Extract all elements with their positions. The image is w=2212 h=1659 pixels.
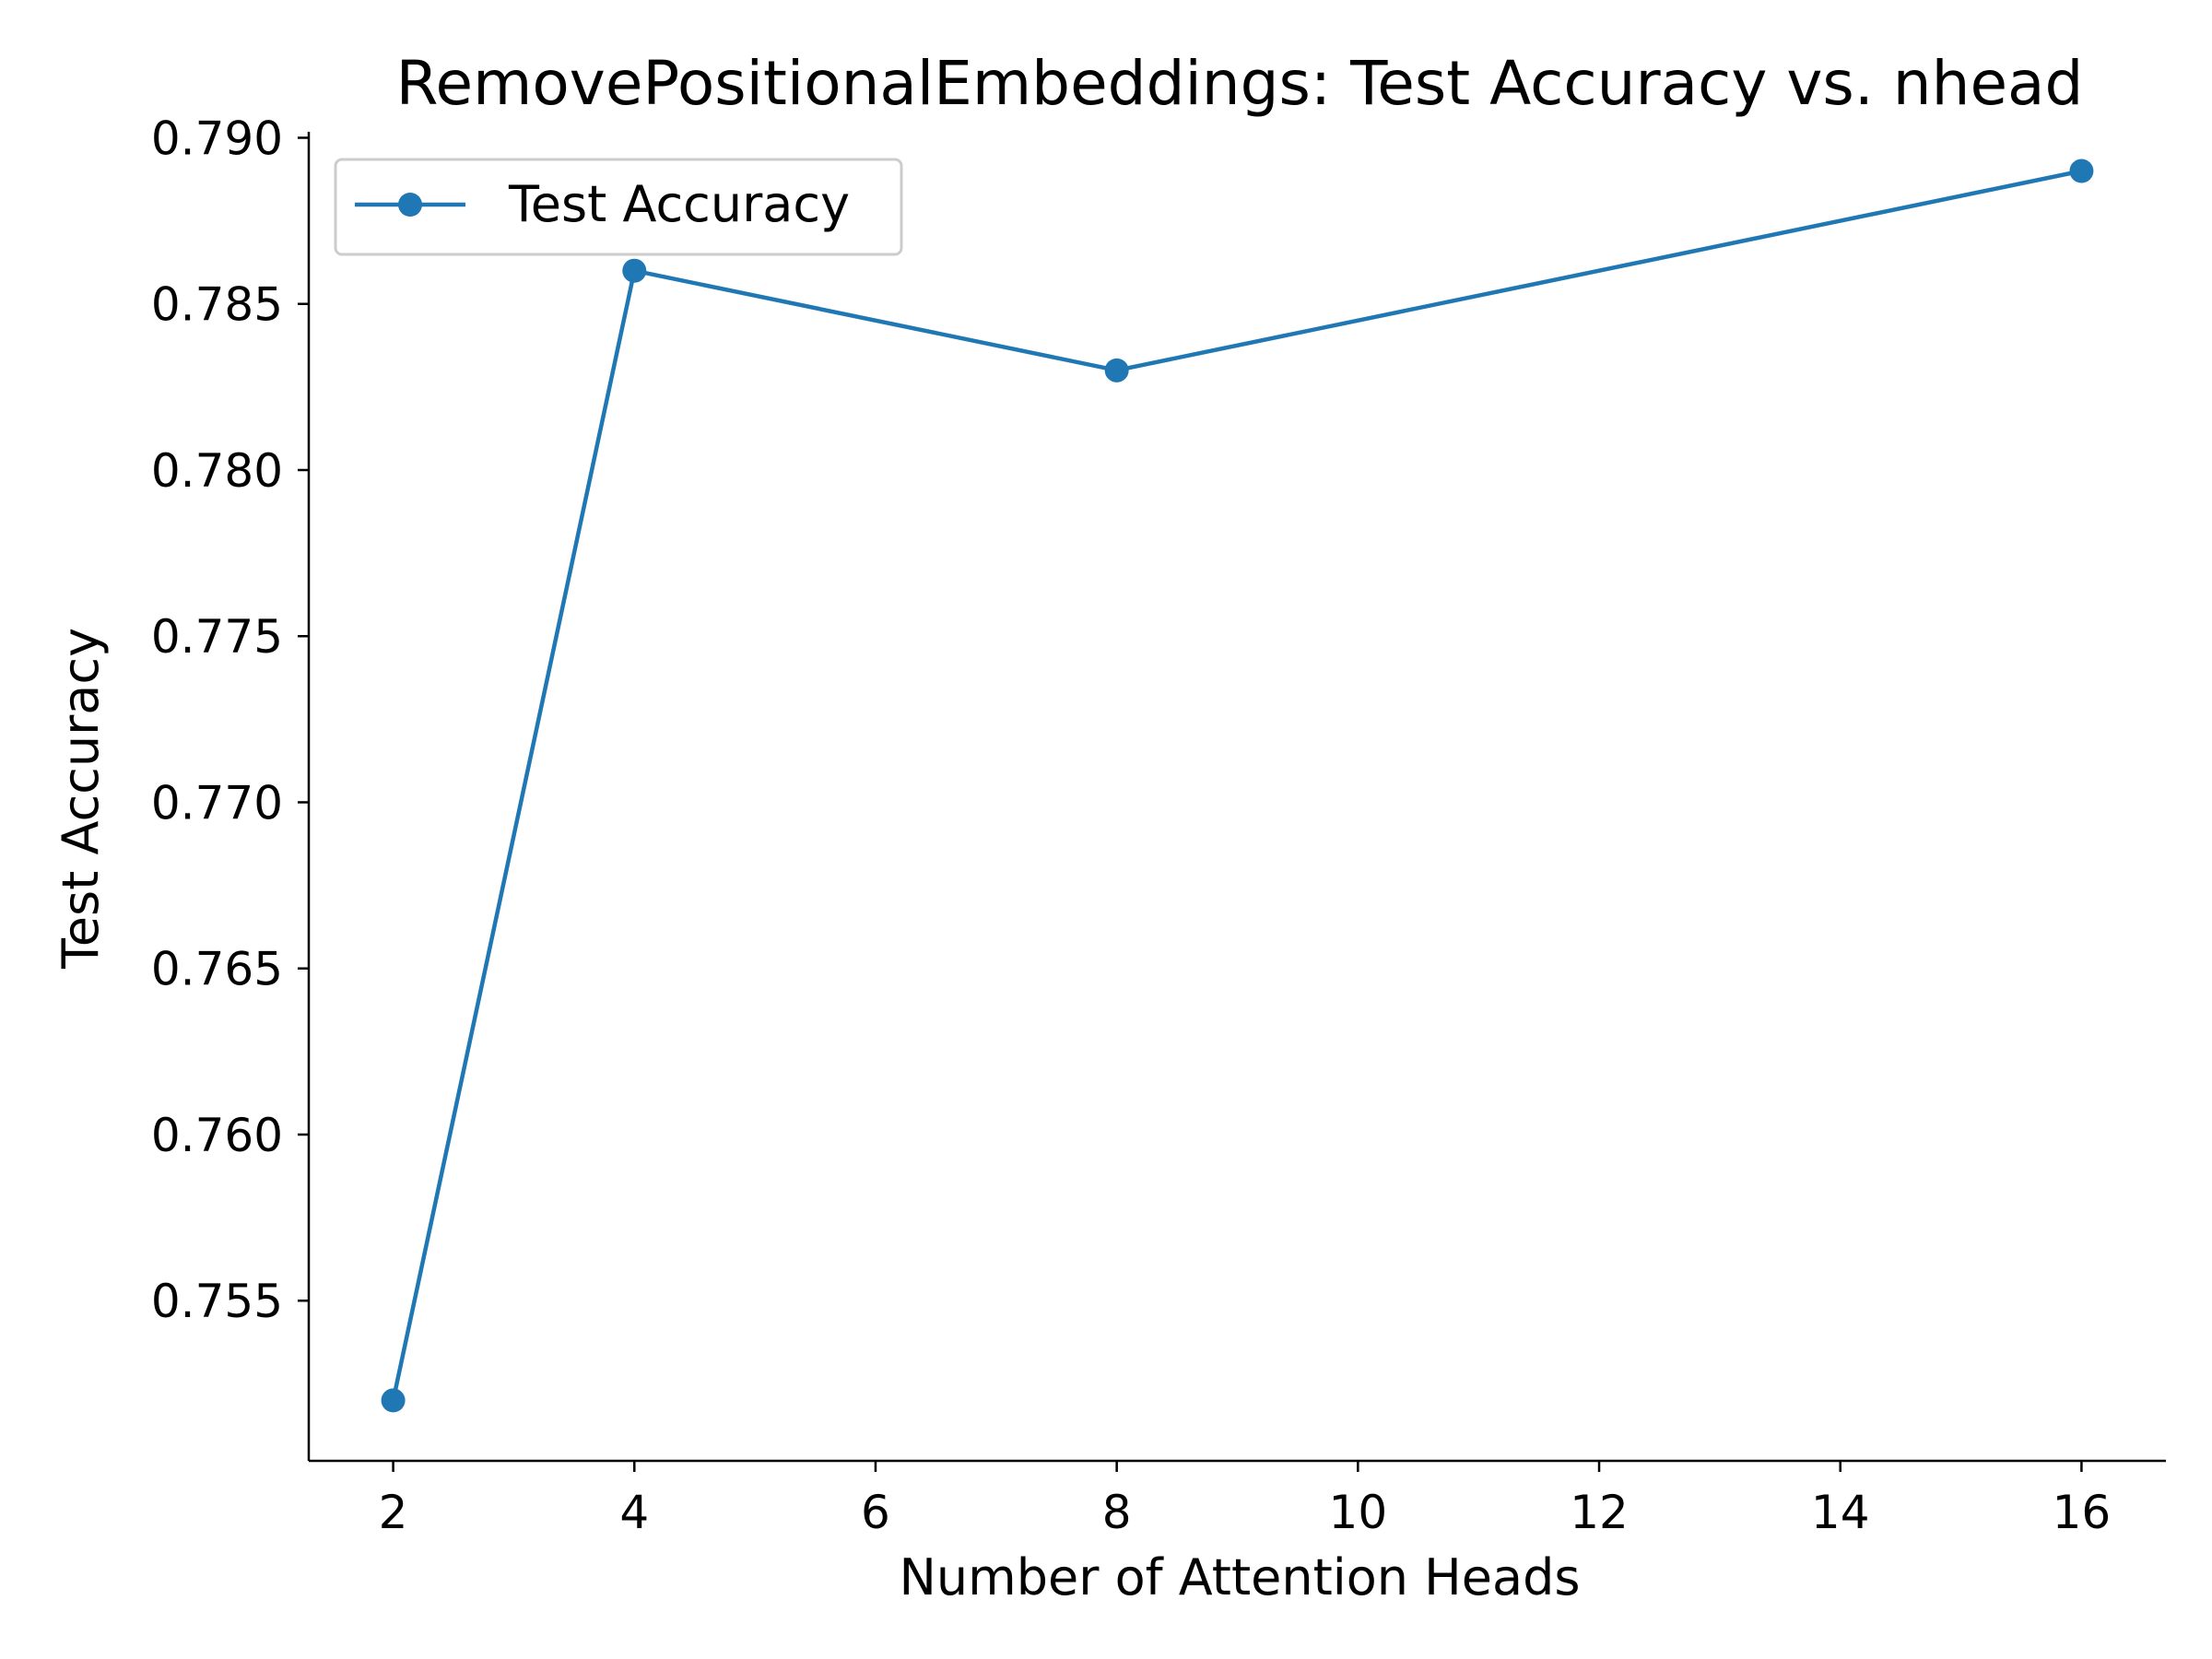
chart-title: RemovePositionalEmbeddings: Test Accurac… bbox=[396, 48, 2084, 119]
x-tick-label: 4 bbox=[619, 1486, 649, 1539]
data-point bbox=[1104, 358, 1129, 382]
data-point bbox=[622, 258, 647, 283]
y-tick-label: 0.760 bbox=[151, 1109, 283, 1162]
x-axis-title: Number of Attention Heads bbox=[899, 1548, 1580, 1606]
y-tick-label: 0.770 bbox=[151, 776, 283, 830]
x-tick-label: 8 bbox=[1102, 1486, 1132, 1539]
x-tick-label: 2 bbox=[379, 1486, 408, 1539]
series-layer bbox=[381, 159, 2094, 1413]
axes bbox=[307, 132, 2166, 1463]
y-tick-label: 0.780 bbox=[151, 444, 283, 498]
y-tick-label: 0.765 bbox=[151, 943, 283, 996]
y-tick-label: 0.785 bbox=[151, 278, 283, 332]
data-point bbox=[2069, 159, 2094, 183]
y-tick-label: 0.775 bbox=[151, 610, 283, 664]
x-tick-label: 6 bbox=[861, 1486, 890, 1539]
x-tick-label: 16 bbox=[2053, 1486, 2112, 1539]
series-line bbox=[391, 169, 2084, 1403]
y-tick-label: 0.755 bbox=[151, 1275, 283, 1328]
data-point bbox=[381, 1388, 406, 1413]
x-tick-label: 12 bbox=[1570, 1486, 1629, 1539]
x-tick-label: 10 bbox=[1329, 1486, 1388, 1539]
y-tick-label: 0.790 bbox=[151, 112, 283, 165]
legend-marker-swatch bbox=[398, 193, 422, 217]
legend-label: Test Accuracy bbox=[508, 175, 850, 233]
tick-marks: 2 4 6 8 10 12 14 16 0.755 0.760 0.765 0.770 0.775 0.7… bbox=[151, 112, 2111, 1539]
x-tick-label: 14 bbox=[1811, 1486, 1870, 1539]
legend: Test Accuracy bbox=[334, 158, 903, 256]
legend-frame bbox=[334, 158, 903, 256]
y-axis-title: Test Accuracy bbox=[52, 628, 110, 970]
